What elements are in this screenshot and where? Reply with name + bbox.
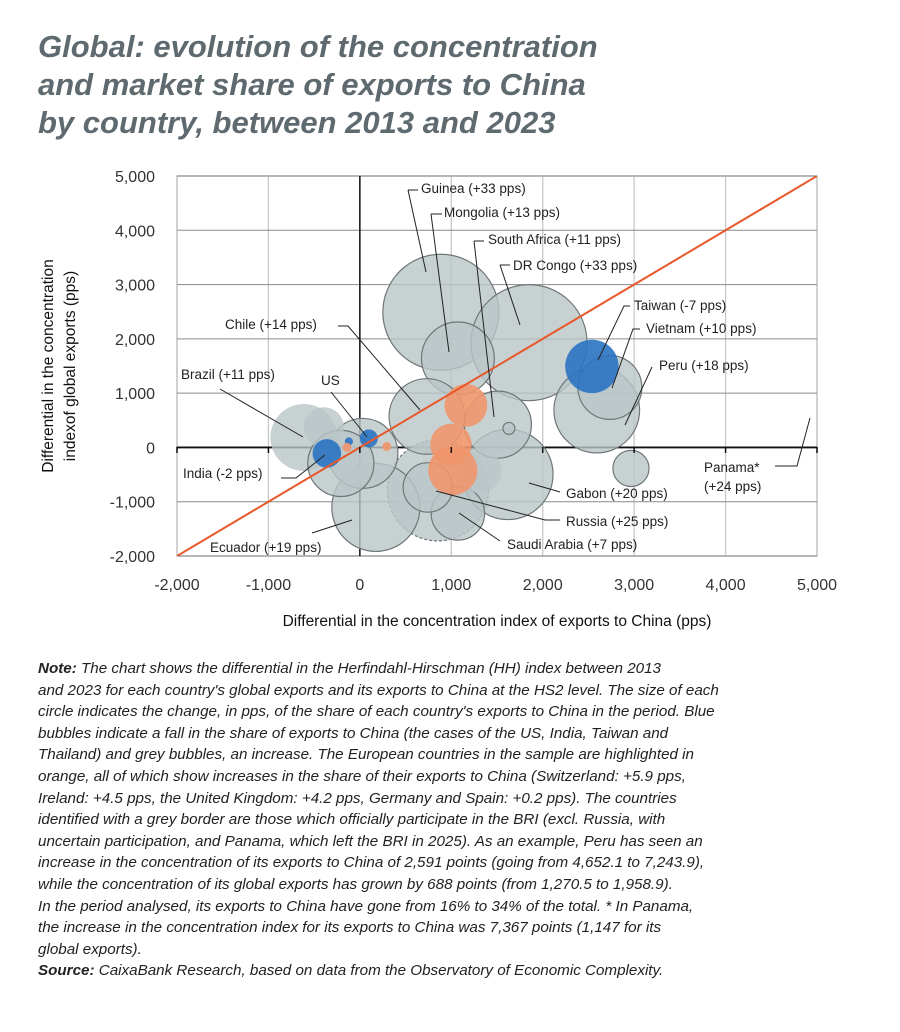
annotation-ecuador: Ecuador (+19 pps) (210, 540, 321, 555)
y-axis-label-line2: indexof global exports (pps) (62, 271, 79, 461)
leader-line (597, 305, 630, 361)
leader-line (219, 388, 304, 438)
annotation-south-africa: South Africa (+11 pps) (488, 232, 621, 247)
annotation-vietnam: Vietnam (+10 pps) (646, 321, 756, 336)
note-line: In the period analysed, its exports to C… (38, 897, 694, 915)
bubble-chart: -2,000 -1,000 0 1,000 2,000 3,000 4,000 5,000 5,… (40, 169, 837, 630)
y-tick-label: 5,000 (115, 169, 155, 186)
leader-line (435, 490, 560, 521)
note-line: bubbles indicate a fall in the share of … (38, 724, 669, 742)
annotation-peru: Peru (+18 pps) (659, 358, 749, 373)
annotation-russia: Russia (+25 pps) (566, 514, 668, 529)
note-line: orange, all of which show increases in t… (38, 767, 686, 785)
leader-line (775, 417, 811, 467)
leader-line (624, 366, 653, 426)
x-tick-label: 5,000 (797, 577, 837, 594)
annotations: Guinea (+33 pps) Mongolia (+13 pps) South … (181, 181, 761, 555)
reference-line (177, 176, 817, 556)
bubble (303, 407, 345, 448)
x-tick-label: -1,000 (246, 577, 291, 594)
leader-lines (219, 189, 811, 542)
source-label: Source: (38, 962, 95, 980)
y-tick-label: -1,000 (110, 495, 155, 512)
leader-line (611, 328, 640, 389)
leader-line (458, 512, 501, 542)
y-tick-label: 2,000 (115, 332, 155, 349)
leader-line (407, 189, 427, 273)
leader-line (330, 391, 368, 438)
y-tick-label: 0 (146, 440, 155, 457)
y-tick-label: 4,000 (115, 223, 155, 240)
x-tick-label: 2,000 (523, 577, 563, 594)
bubble (612, 449, 650, 488)
bubble (342, 442, 352, 452)
leader-line (338, 325, 421, 411)
y-tick-label: 1,000 (115, 386, 155, 403)
source-text: CaixaBank Research, based on data from t… (94, 962, 664, 980)
note-line: identified with a grey border are those … (38, 811, 666, 829)
title-line: by country, between 2013 and 2023 (38, 105, 556, 140)
note-line: and 2023 for each country's global expor… (38, 681, 719, 699)
annotation-panama-1: Panama* (704, 460, 760, 475)
annotation-panama-2: (+24 pps) (704, 479, 761, 494)
x-tick-label: 3,000 (614, 577, 654, 594)
annotation-mongolia: Mongolia (+13 pps) (444, 205, 560, 220)
x-tick-label: 4,000 (706, 577, 746, 594)
annotation-dr-congo: DR Congo (+33 pps) (513, 258, 637, 273)
axes: -2,000 -1,000 0 1,000 2,000 3,000 4,000 5,000 5,… (110, 169, 837, 594)
leader-line (311, 519, 353, 534)
chart-title: Global: evolution of the concentration a… (38, 28, 598, 142)
note-line: circle indicates the change, in pps, of … (38, 703, 715, 721)
annotation-taiwan: Taiwan (-7 pps) (634, 298, 726, 313)
annotation-chile: Chile (+14 pps) (225, 317, 317, 332)
note-line: while the concentration of its global ex… (38, 875, 673, 893)
title-line: and market share of exports to China (38, 67, 586, 102)
y-tick-label: -2,000 (110, 549, 155, 566)
note: Note: The chart shows the differential i… (38, 658, 878, 982)
note-line: Note: The chart shows the differential i… (38, 658, 878, 680)
annotation-guinea: Guinea (+33 pps) (421, 181, 526, 196)
annotation-india: India (-2 pps) (183, 466, 263, 481)
annotation-brazil: Brazil (+11 pps) (181, 367, 275, 382)
title-line: Global: evolution of the concentration (38, 29, 598, 64)
note-line: the increase in the concentration index … (38, 919, 662, 937)
note-line: increase in the concentration of its exp… (38, 854, 705, 872)
note-label: Note: (38, 660, 77, 677)
leader-line (473, 240, 495, 418)
x-tick-label: 1,000 (431, 577, 471, 594)
bubbles (177, 176, 817, 556)
y-tick-label: 3,000 (115, 278, 155, 295)
note-line: global exports). (38, 940, 142, 958)
y-axis-label-line1: Differential in the concentration (40, 259, 57, 472)
bubble (430, 423, 472, 466)
leader-line (528, 482, 561, 493)
leader-line (430, 213, 450, 353)
source-line: Source: CaixaBank Research, based on dat… (38, 960, 878, 982)
annotation-us: US (321, 373, 340, 388)
note-line: Ireland: +4.5 pps, the United Kingdom: +… (38, 789, 677, 807)
leader-line (499, 264, 521, 326)
bubble (312, 439, 342, 468)
note-line: uncertain participation, and Panama, whi… (38, 832, 703, 850)
leader-line (281, 454, 326, 479)
bubble (502, 421, 516, 436)
bubble (444, 384, 488, 427)
note-text: The chart shows the differential in the … (76, 660, 661, 677)
annotation-saudi: Saudi Arabia (+7 pps) (507, 537, 637, 552)
x-tick-label: -2,000 (154, 577, 199, 594)
x-axis-label: Differential in the concentration index … (283, 613, 712, 630)
note-line: Thailand) and grey bubbles, an increase.… (38, 746, 695, 764)
bubble (382, 441, 392, 451)
annotation-gabon: Gabon (+20 pps) (566, 486, 668, 501)
bubble (565, 339, 619, 394)
x-tick-label: 0 (355, 577, 364, 594)
